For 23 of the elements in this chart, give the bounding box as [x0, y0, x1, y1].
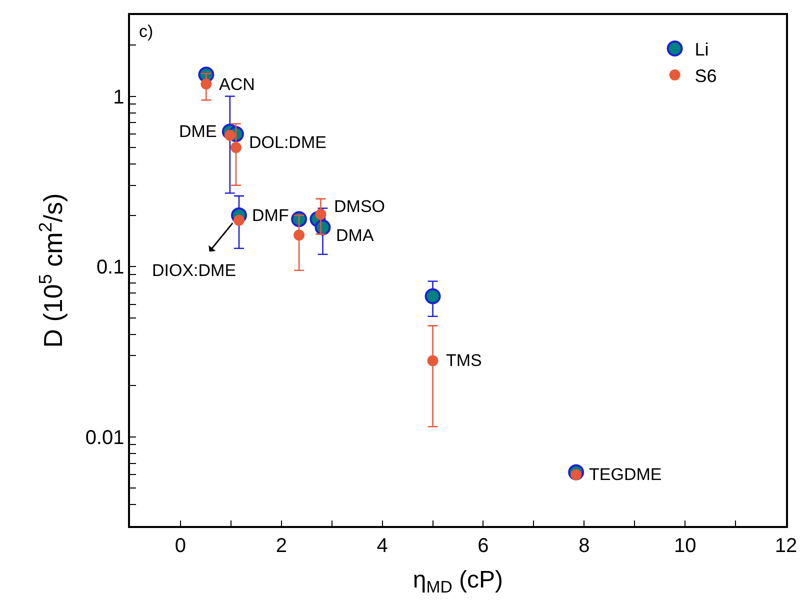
annotation: ACN	[219, 75, 255, 94]
x-tick-label: 2	[276, 534, 287, 557]
x-tick-label: 8	[578, 534, 590, 557]
legend-label: S6	[694, 66, 717, 86]
legend-label: Li	[694, 40, 709, 60]
annotation: DMSO	[334, 197, 385, 216]
x-tick-label: 0	[174, 534, 186, 557]
y-tick-label: 0.1	[96, 256, 124, 279]
annotation: DMA	[336, 226, 374, 245]
x-axis-title: η$_{MD}$ (cP)	[412, 566, 504, 597]
annotation: TMS	[446, 351, 482, 370]
annotation: TEGDME	[589, 465, 662, 484]
y-tick-label: 0.01	[85, 426, 124, 449]
y-tick-label: 1	[113, 86, 124, 108]
x-tick-label: 12	[774, 534, 798, 557]
annotation: DMF	[252, 206, 289, 225]
x-tick-label: 6	[478, 534, 489, 557]
x-tick-label: 4	[376, 534, 388, 557]
annotation: DIOX:DME	[152, 261, 236, 280]
annotation: c)	[139, 22, 154, 41]
annotation: DOL:DME	[249, 133, 326, 152]
annotation: DME	[179, 122, 217, 141]
x-tick-label: 10	[674, 534, 696, 557]
